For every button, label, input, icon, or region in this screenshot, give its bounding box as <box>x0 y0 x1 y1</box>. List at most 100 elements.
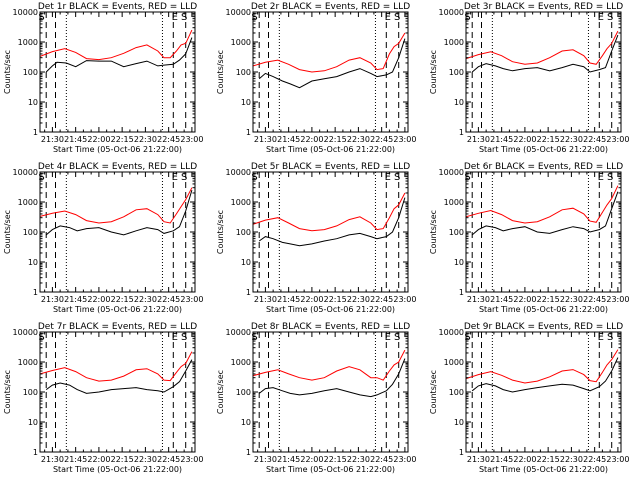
chart-panel-7: Det 7r BLACK = Events, RED = LLD 1 10 100 10… <box>3 322 203 474</box>
y-tick-label: 1 <box>246 448 251 457</box>
series-line-events <box>258 38 406 89</box>
y-axis-label: Counts/sec <box>429 50 438 94</box>
x-tick-label: 22:15 <box>324 135 347 144</box>
chart-title: Det 9r BLACK = Events, RED = LLD <box>464 322 623 332</box>
x-tick-label: 21:30 <box>254 135 277 144</box>
x-tick-label: 22:45 <box>157 135 180 144</box>
x-tick-label: 22:00 <box>300 135 323 144</box>
y-tick-label: 1000 <box>444 38 464 47</box>
chart-panel-3: Det 3r BLACK = Events, RED = LLD 1 10 100 10… <box>429 2 629 154</box>
x-tick-label: 23:00 <box>180 455 203 464</box>
x-tick-label: 21:30 <box>254 455 277 464</box>
y-tick-label: 1000 <box>18 38 38 47</box>
y-tick-label: 1000 <box>18 358 38 367</box>
y-axis-label: Counts/sec <box>429 370 438 414</box>
x-tick-label: 23:00 <box>393 135 416 144</box>
chart-panel-2: Det 2r BLACK = Events, RED = LLD 1 10 100 10… <box>216 2 416 154</box>
x-tick-label: 22:30 <box>134 295 157 304</box>
x-tick-label: 22:45 <box>583 135 606 144</box>
x-tick-label: 22:30 <box>560 135 583 144</box>
event-marker-label: S <box>38 12 44 23</box>
x-tick-label: 22:45 <box>370 295 393 304</box>
x-tick-label: 23:00 <box>393 455 416 464</box>
event-marker-label: E <box>172 332 178 343</box>
event-marker-label: S <box>607 12 613 23</box>
x-tick-label: 22:45 <box>583 455 606 464</box>
series-line-lld <box>253 192 406 232</box>
x-tick-label: 23:00 <box>180 295 203 304</box>
x-tick-label: 22:45 <box>370 135 393 144</box>
series-line-lld <box>466 30 619 65</box>
x-tick-label: 21:30 <box>41 135 64 144</box>
y-tick-label: 100 <box>23 388 38 397</box>
x-tick-label: 22:30 <box>560 455 583 464</box>
y-tick-label: 1000 <box>444 358 464 367</box>
x-tick-label: 22:15 <box>324 295 347 304</box>
y-tick-label: 100 <box>236 388 251 397</box>
series-line-events <box>45 189 193 236</box>
x-tick-label: 21:45 <box>64 135 87 144</box>
y-tick-label: 100 <box>23 228 38 237</box>
event-marker-label: S <box>464 332 470 343</box>
event-marker-label: E <box>598 172 604 183</box>
event-marker-label: S <box>394 332 400 343</box>
x-tick-label: 23:00 <box>393 295 416 304</box>
chart-panel-9: Det 9r BLACK = Events, RED = LLD 1 10 100 10… <box>429 322 629 474</box>
x-tick-label: 22:00 <box>300 295 323 304</box>
y-tick-label: 1 <box>33 128 38 137</box>
event-marker-label: E <box>172 172 178 183</box>
y-tick-label: 1000 <box>231 198 251 207</box>
y-tick-label: 1000 <box>444 198 464 207</box>
event-marker-label: S <box>181 12 187 23</box>
y-axis-label: Counts/sec <box>216 210 225 254</box>
y-tick-label: 10 <box>28 418 38 427</box>
y-tick-label: 10000 <box>439 168 464 177</box>
x-axis-label: Start Time (05-Oct-06 21:22:00) <box>53 145 182 154</box>
x-tick-label: 21:30 <box>467 135 490 144</box>
event-marker-label: S <box>464 12 470 23</box>
x-tick-label: 21:45 <box>277 295 300 304</box>
event-marker-label: S <box>181 172 187 183</box>
y-tick-label: 10000 <box>13 328 38 337</box>
y-tick-label: 100 <box>236 68 251 77</box>
y-tick-label: 100 <box>449 68 464 77</box>
y-tick-label: 100 <box>236 228 251 237</box>
y-axis-label: Counts/sec <box>429 210 438 254</box>
chart-title: Det 2r BLACK = Events, RED = LLD <box>251 2 410 12</box>
x-tick-label: 22:30 <box>347 135 370 144</box>
x-axis-label: Start Time (05-Oct-06 21:22:00) <box>53 465 182 474</box>
series-line-events <box>45 359 193 394</box>
x-axis-label: Start Time (05-Oct-06 21:22:00) <box>266 465 395 474</box>
event-marker-label: S <box>607 332 613 343</box>
y-axis-label: Counts/sec <box>3 370 12 414</box>
event-marker-label: E <box>385 332 391 343</box>
event-marker-label: E <box>385 12 391 23</box>
y-tick-label: 10 <box>241 418 251 427</box>
y-tick-label: 10 <box>454 258 464 267</box>
y-tick-label: 10 <box>28 98 38 107</box>
series-line-events <box>258 358 406 398</box>
x-tick-label: 21:45 <box>64 295 87 304</box>
x-tick-label: 22:15 <box>111 135 134 144</box>
y-tick-label: 1 <box>246 288 251 297</box>
y-tick-label: 10000 <box>439 8 464 17</box>
x-tick-label: 22:15 <box>537 455 560 464</box>
chart-title: Det 3r BLACK = Events, RED = LLD <box>464 2 623 12</box>
y-tick-label: 10000 <box>226 168 251 177</box>
plot-frame <box>252 171 409 293</box>
y-tick-label: 10 <box>454 98 464 107</box>
chart-title: Det 7r BLACK = Events, RED = LLD <box>38 322 197 332</box>
event-marker-label: E <box>385 172 391 183</box>
x-tick-label: 22:00 <box>87 135 110 144</box>
y-axis-label: Counts/sec <box>3 50 12 94</box>
event-marker-label: S <box>38 172 44 183</box>
y-tick-label: 10000 <box>439 328 464 337</box>
x-tick-label: 21:45 <box>64 455 87 464</box>
x-tick-label: 21:45 <box>277 455 300 464</box>
series-line-lld <box>253 349 406 381</box>
y-tick-label: 10 <box>454 418 464 427</box>
y-tick-label: 100 <box>23 68 38 77</box>
chart-title: Det 6r BLACK = Events, RED = LLD <box>464 162 623 172</box>
x-tick-label: 21:45 <box>277 135 300 144</box>
series-line-events <box>258 197 406 247</box>
